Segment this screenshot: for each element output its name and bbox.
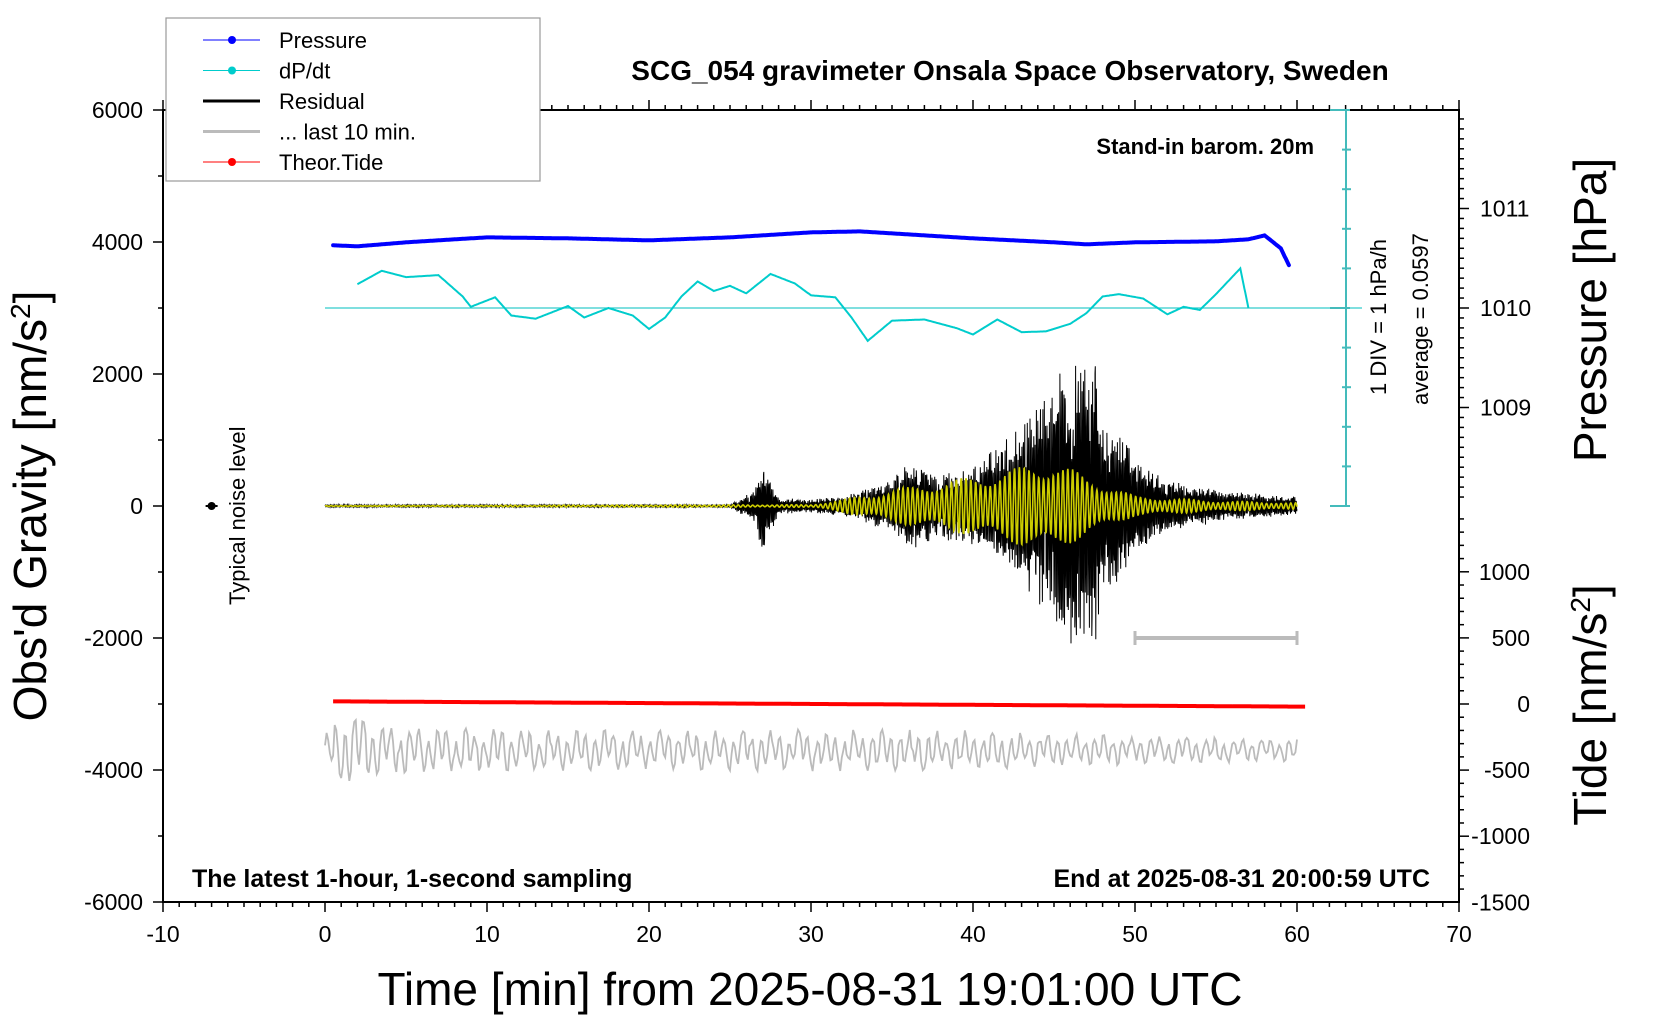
y-tick-label-left: -6000 <box>84 889 143 915</box>
noise-label: Typical noise level <box>225 426 250 605</box>
legend-label: dP/dt <box>279 59 330 84</box>
legend-label: Theor.Tide <box>279 150 383 175</box>
y-axis-label-tide: Tide [nm/s2] <box>1564 584 1616 825</box>
y-tick-label-left: -4000 <box>84 757 143 783</box>
x-tick-label: 30 <box>798 921 824 947</box>
legend-marker <box>228 66 236 75</box>
series-layer <box>205 229 1362 782</box>
y-label-tide-text: Tide [nm/s <box>1564 613 1616 826</box>
x-tick-label: 0 <box>319 921 332 947</box>
y-axis-label-left: Obs'd Gravity [nm/s2] <box>4 291 56 722</box>
tide-tick-label: 1000 <box>1479 559 1530 585</box>
x-tick-label: 40 <box>960 921 986 947</box>
sampling-note: The latest 1-hour, 1-second sampling <box>192 865 632 893</box>
tide-line <box>333 699 1306 709</box>
x-tick-label: 50 <box>1122 921 1148 947</box>
legend: Pressure dP/dt Residual ... last 10 min. The… <box>165 17 541 182</box>
axes-layer: -10 0 10 20 30 40 50 60 70 -6000 -4000 -2000 0 2000 40… <box>84 97 1531 947</box>
x-tick-label: 60 <box>1284 921 1310 947</box>
legend-label: ... last 10 min. <box>279 120 416 145</box>
legend-label: Residual <box>279 89 365 114</box>
legend-marker <box>228 158 236 166</box>
y-tick-label-left: 6000 <box>92 97 143 123</box>
y-label-tide-sup: 2 <box>1565 597 1596 613</box>
x-axis-label: Time [min] from 2025-08-31 19:01:00 UTC <box>378 963 1243 1015</box>
pressure-tick-label: 1011 <box>1480 196 1529 222</box>
barometer-note: Stand-in barom. 20m <box>1096 134 1314 159</box>
legend-marker <box>228 36 236 44</box>
tide-tick-label: -500 <box>1484 757 1530 783</box>
chart-title: SCG_054 gravimeter Onsala Space Observat… <box>631 55 1388 86</box>
legend-items: Pressure dP/dt Residual ... last 10 min. The… <box>203 28 416 175</box>
tide-tick-label: 0 <box>1517 691 1530 717</box>
x-tick-label: -10 <box>146 921 179 947</box>
y-tick-label-left: 4000 <box>92 229 143 255</box>
y-tick-label-left: 2000 <box>92 361 143 387</box>
last-10-min-line <box>324 717 1298 782</box>
legend-label: Pressure <box>279 28 367 53</box>
pressure-line <box>331 229 1291 268</box>
tide-tick-label: -1000 <box>1471 823 1530 849</box>
x-tick-label: 70 <box>1446 921 1472 947</box>
average-label: average = 0.0597 <box>1408 233 1433 405</box>
x-tick-label: 20 <box>636 921 662 947</box>
tide-tick-label: -1500 <box>1471 889 1530 915</box>
noise-marker <box>207 502 216 510</box>
pressure-tick-label: 1010 <box>1480 295 1531 321</box>
y-tick-label-left: -2000 <box>84 625 143 651</box>
y-axis-label-pressure: Pressure [hPa] <box>1564 158 1616 462</box>
dpdt-line <box>356 266 1250 343</box>
x-tick-label: 10 <box>474 921 500 947</box>
end-time-note: End at 2025-08-31 20:00:59 UTC <box>1053 865 1430 893</box>
filtered-line <box>324 466 1298 547</box>
residual-line <box>324 365 1298 644</box>
pressure-tick-label: 1009 <box>1480 395 1531 421</box>
tide-tick-label: 500 <box>1492 625 1530 651</box>
div-label: 1 DIV = 1 hPa/h <box>1366 239 1391 395</box>
y-label-left-sup: 2 <box>5 303 36 319</box>
y-tick-label-left: 0 <box>130 493 143 519</box>
y-label-left-text: Obs'd Gravity [nm/s <box>4 319 56 721</box>
